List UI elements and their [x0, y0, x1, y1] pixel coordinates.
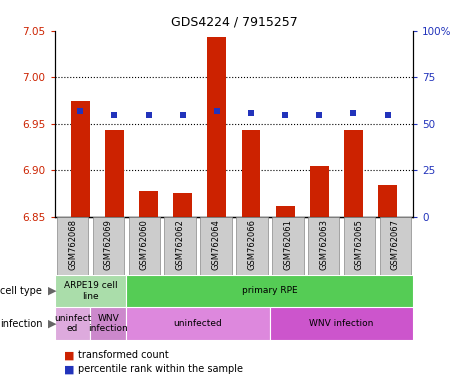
- Text: percentile rank within the sample: percentile rank within the sample: [78, 364, 243, 374]
- Text: ▶: ▶: [48, 286, 56, 296]
- Text: WNV
infection: WNV infection: [88, 314, 128, 333]
- Bar: [344, 217, 375, 275]
- Text: uninfected: uninfected: [174, 319, 222, 328]
- Text: GSM762065: GSM762065: [355, 219, 364, 270]
- Bar: [310, 166, 329, 217]
- Point: [145, 111, 152, 118]
- Bar: [129, 217, 160, 275]
- Bar: [378, 185, 397, 217]
- Text: GSM762068: GSM762068: [68, 219, 77, 270]
- Point: [111, 111, 118, 118]
- Text: transformed count: transformed count: [78, 350, 169, 360]
- Bar: [126, 307, 270, 340]
- Text: ■: ■: [64, 364, 75, 374]
- Bar: [91, 307, 126, 340]
- Text: cell type: cell type: [0, 286, 42, 296]
- Bar: [276, 206, 294, 217]
- Bar: [236, 217, 267, 275]
- Bar: [57, 217, 88, 275]
- Point: [76, 108, 84, 114]
- Bar: [308, 217, 339, 275]
- Text: ARPE19 cell
line: ARPE19 cell line: [64, 281, 117, 301]
- Bar: [55, 307, 91, 340]
- Point: [315, 111, 323, 118]
- Text: ▶: ▶: [48, 318, 56, 329]
- Text: GSM762060: GSM762060: [140, 219, 149, 270]
- Bar: [270, 307, 413, 340]
- Point: [247, 109, 255, 116]
- Title: GDS4224 / 7915257: GDS4224 / 7915257: [171, 15, 297, 28]
- Bar: [139, 191, 158, 217]
- Point: [350, 109, 357, 116]
- Text: GSM762061: GSM762061: [283, 219, 292, 270]
- Point: [281, 111, 289, 118]
- Bar: [126, 275, 413, 307]
- Text: GSM762069: GSM762069: [104, 219, 113, 270]
- Bar: [242, 130, 260, 217]
- Text: GSM762066: GSM762066: [247, 219, 257, 270]
- Point: [384, 111, 391, 118]
- Text: infection: infection: [0, 318, 43, 329]
- Text: primary RPE: primary RPE: [242, 286, 298, 295]
- Text: GSM762067: GSM762067: [391, 219, 400, 270]
- Text: WNV infection: WNV infection: [309, 319, 374, 328]
- Text: GSM762064: GSM762064: [211, 219, 220, 270]
- Bar: [173, 193, 192, 217]
- Bar: [93, 217, 124, 275]
- Bar: [344, 130, 363, 217]
- Bar: [200, 217, 232, 275]
- Text: GSM762062: GSM762062: [176, 219, 185, 270]
- Point: [213, 108, 221, 114]
- Bar: [164, 217, 196, 275]
- Text: GSM762063: GSM762063: [319, 219, 328, 270]
- Bar: [208, 37, 226, 217]
- Bar: [71, 101, 90, 217]
- Bar: [272, 217, 304, 275]
- Point: [179, 111, 187, 118]
- Text: ■: ■: [64, 350, 75, 360]
- Bar: [380, 217, 411, 275]
- Bar: [105, 130, 124, 217]
- Bar: [55, 275, 126, 307]
- Text: uninfect
ed: uninfect ed: [54, 314, 91, 333]
